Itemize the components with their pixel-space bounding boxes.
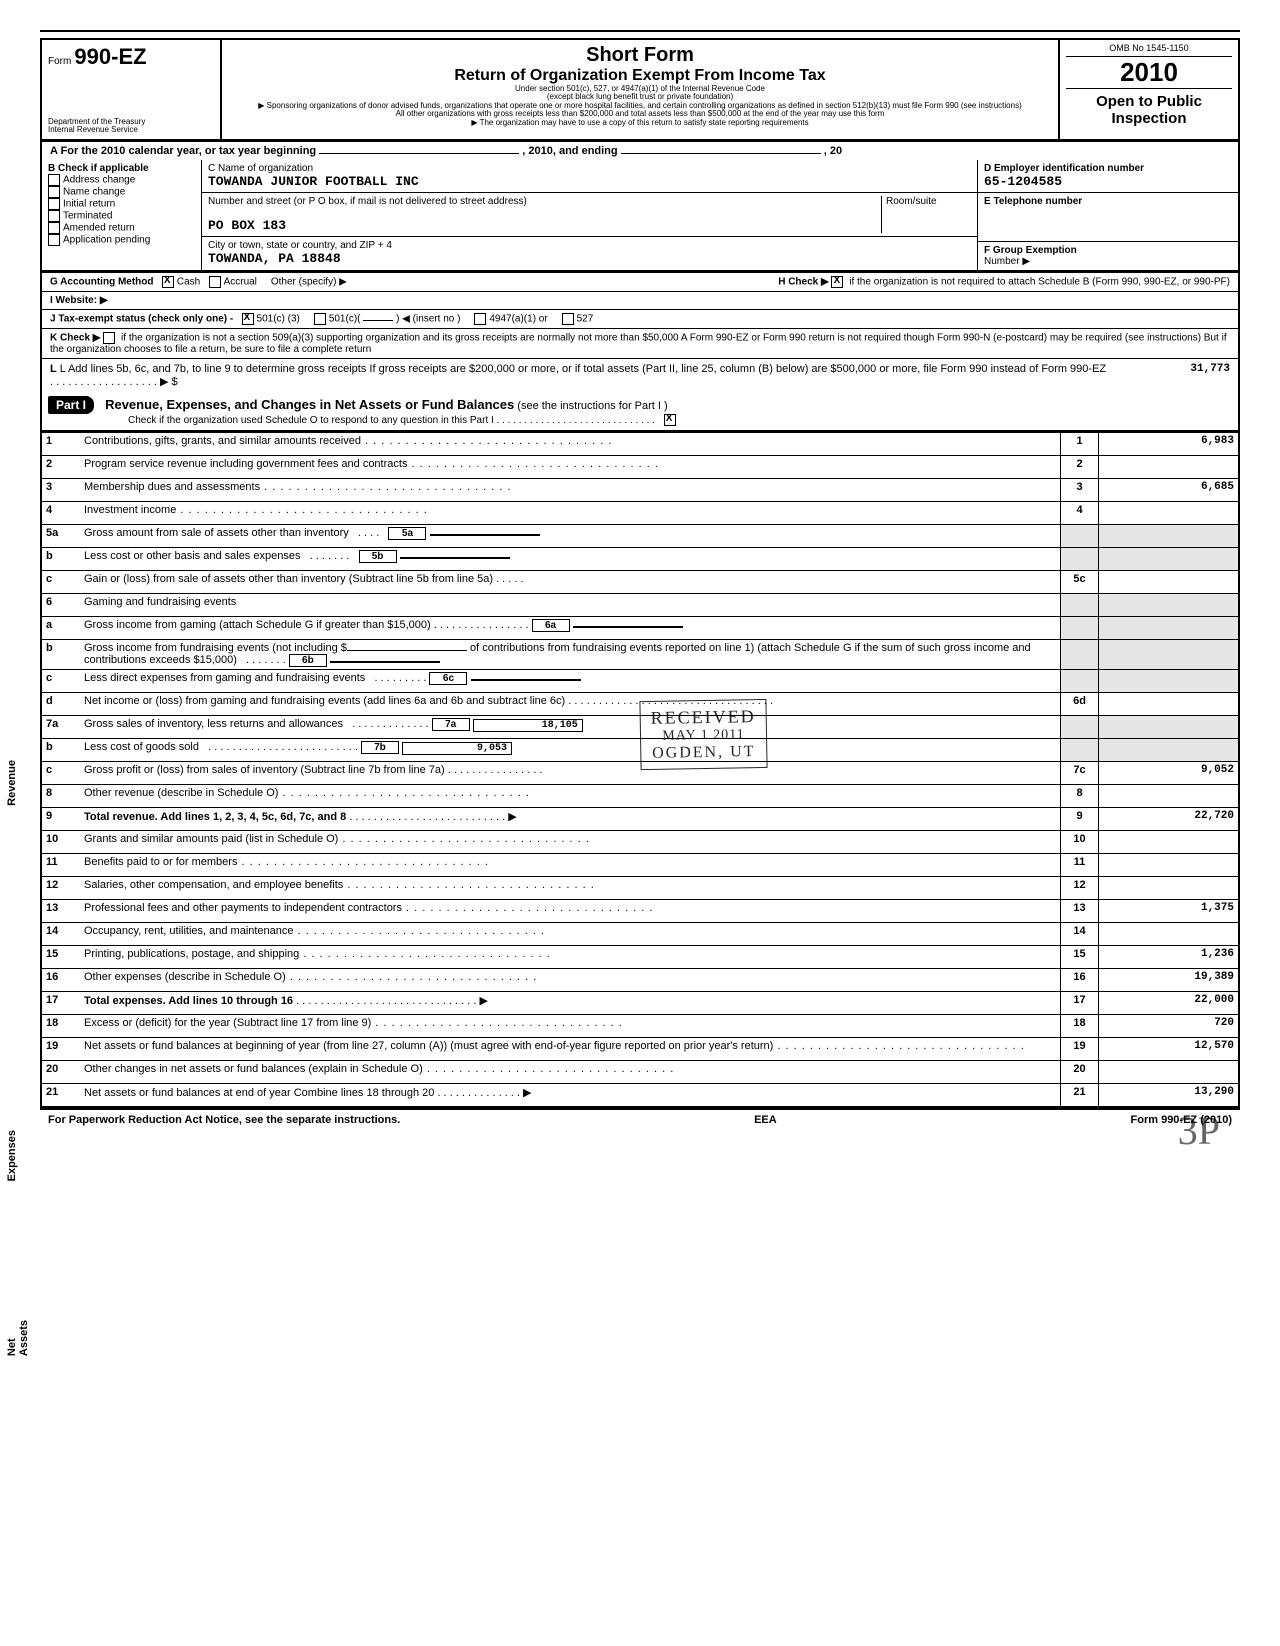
row-4: 4Investment income4 — [40, 501, 1240, 524]
row-9: 9Total revenue. Add lines 1, 2, 3, 4, 5c… — [40, 807, 1240, 830]
row-6: 6Gaming and fundraising events — [40, 593, 1240, 616]
form-prefix: Form — [48, 56, 71, 67]
j-501c3-check — [242, 313, 254, 325]
row-6a: aGross income from gaming (attach Schedu… — [40, 616, 1240, 639]
org-street: PO BOX 183 — [208, 218, 286, 233]
footer-mid: EEA — [754, 1114, 777, 1126]
tax-year: 2010 — [1066, 57, 1232, 88]
f-number: Number ▶ — [984, 256, 1030, 267]
l-value: 31,773 — [1110, 363, 1230, 388]
b-label: B Check if applicable — [48, 163, 149, 174]
b-amended: Amended return — [63, 222, 135, 233]
b-address: Address change — [63, 174, 135, 185]
row-21: 21Net assets or fund balances at end of … — [40, 1083, 1240, 1108]
f-label: F Group Exemption — [984, 245, 1077, 256]
org-name: TOWANDA JUNIOR FOOTBALL INC — [208, 174, 419, 189]
received-stamp: RECEIVED MAY 1 2011 OGDEN, UT — [639, 699, 767, 770]
row-6c: cLess direct expenses from gaming and fu… — [40, 669, 1240, 692]
part1-title: Revenue, Expenses, and Changes in Net As… — [105, 397, 514, 412]
l-text: L Add lines 5b, 6c, and 7b, to line 9 to… — [60, 363, 1106, 375]
h-text: if the organization is not required to a… — [849, 276, 1230, 287]
row-15: 15Printing, publications, postage, and s… — [40, 945, 1240, 968]
form-number: 990-EZ — [74, 44, 146, 69]
h-label: H Check ▶ — [778, 276, 828, 287]
part1-header: Part I Revenue, Expenses, and Changes in… — [40, 392, 1240, 432]
part1-label: Part I — [48, 396, 94, 414]
stamp-date: MAY 1 2011 — [651, 727, 756, 745]
row-8: 8Other revenue (describe in Schedule O)8 — [40, 784, 1240, 807]
stamp-received: RECEIVED — [651, 706, 756, 729]
c-label: C Name of organization — [208, 163, 313, 174]
side-expenses: Expenses — [6, 1130, 18, 1181]
k-label: K Check ▶ — [50, 332, 100, 343]
d-label: D Employer identification number — [984, 163, 1144, 174]
inspection: Inspection — [1066, 110, 1232, 127]
b-initial: Initial return — [63, 198, 115, 209]
row-19: 19Net assets or fund balances at beginni… — [40, 1037, 1240, 1060]
row-5b: bLess cost or other basis and sales expe… — [40, 547, 1240, 570]
irs: Internal Revenue Service — [48, 126, 214, 134]
row-14: 14Occupancy, rent, utilities, and mainte… — [40, 922, 1240, 945]
short-form: Short Form — [228, 44, 1052, 67]
signature-mark: 3P — [1178, 1107, 1220, 1154]
footer-left: For Paperwork Reduction Act Notice, see … — [48, 1114, 400, 1126]
part1-note: (see the instructions for Part I ) — [517, 400, 667, 412]
i-label: I Website: ▶ — [50, 295, 108, 306]
title-block: Short Form Return of Organization Exempt… — [222, 40, 1058, 139]
row-5c: cGain or (loss) from sale of assets othe… — [40, 570, 1240, 593]
row-12: 12Salaries, other compensation, and empl… — [40, 876, 1240, 899]
form-header: Form 990-EZ Department of the Treasury I… — [40, 38, 1240, 141]
col-b: B Check if applicable Address change Nam… — [42, 160, 202, 270]
form-number-block: Form 990-EZ Department of the Treasury I… — [42, 40, 222, 139]
footer: For Paperwork Reduction Act Notice, see … — [40, 1108, 1240, 1130]
org-info-block: B Check if applicable Address change Nam… — [40, 160, 1240, 272]
b-name: Name change — [63, 186, 125, 197]
c-city-label: City or town, state or country, and ZIP … — [208, 240, 392, 251]
omb-block: OMB No 1545-1150 2010 Open to Public Ins… — [1058, 40, 1238, 139]
row-6b: bGross income from fundraising events (n… — [40, 639, 1240, 669]
col-def: D Employer identification number 65-1204… — [978, 160, 1238, 270]
side-netassets: Net Assets — [6, 1320, 30, 1356]
ein: 65-1204585 — [984, 174, 1062, 189]
line-a: A For the 2010 calendar year, or tax yea… — [40, 141, 1240, 160]
k-text: if the organization is not a section 509… — [50, 332, 1227, 354]
col-c: C Name of organization TOWANDA JUNIOR FO… — [202, 160, 978, 270]
row-10: 10Grants and similar amounts paid (list … — [40, 830, 1240, 853]
line-k: K Check ▶ if the organization is not a s… — [40, 328, 1240, 358]
row-18: 18Excess or (deficit) for the year (Subt… — [40, 1014, 1240, 1037]
row-2: 2Program service revenue including gover… — [40, 455, 1240, 478]
row-17: 17Total expenses. Add lines 10 through 1… — [40, 991, 1240, 1014]
org-city: TOWANDA, PA 18848 — [208, 251, 341, 266]
line-i: I Website: ▶ — [40, 291, 1240, 309]
line-l: L L Add lines 5b, 6c, and 7b, to line 9 … — [40, 358, 1240, 392]
row-13: 13Professional fees and other payments t… — [40, 899, 1240, 922]
copy-note: ▶ The organization may have to use a cop… — [228, 119, 1052, 127]
line-j: J Tax-exempt status (check only one) - 5… — [40, 309, 1240, 328]
part1-schedule-o-check — [664, 414, 676, 426]
h-check — [831, 276, 843, 288]
row-20: 20Other changes in net assets or fund ba… — [40, 1060, 1240, 1083]
part1-check-text: Check if the organization used Schedule … — [128, 415, 494, 426]
omb: OMB No 1545-1150 — [1066, 44, 1232, 57]
e-label: E Telephone number — [984, 196, 1082, 207]
g-cash-check — [162, 276, 174, 288]
row-5a: 5aGross amount from sale of assets other… — [40, 524, 1240, 547]
j-label: J Tax-exempt status (check only one) - — [50, 313, 233, 324]
g-label: G Accounting Method — [50, 276, 154, 287]
row-11: 11Benefits paid to or for members11 — [40, 853, 1240, 876]
b-pending: Application pending — [63, 234, 150, 245]
b-terminated: Terminated — [63, 210, 112, 221]
row-3: 3Membership dues and assessments36,685 — [40, 478, 1240, 501]
c-street-label: Number and street (or P O box, if mail i… — [208, 196, 527, 207]
line-g-h: G Accounting Method Cash Accrual Other (… — [40, 272, 1240, 291]
open-public: Open to Public — [1066, 93, 1232, 110]
room-label: Room/suite — [881, 196, 971, 233]
row-16: 16Other expenses (describe in Schedule O… — [40, 968, 1240, 991]
return-title: Return of Organization Exempt From Incom… — [228, 67, 1052, 85]
side-revenue: Revenue — [6, 760, 18, 806]
row-1: 1Contributions, gifts, grants, and simil… — [40, 432, 1240, 455]
stamp-location: OGDEN, UT — [651, 743, 756, 763]
